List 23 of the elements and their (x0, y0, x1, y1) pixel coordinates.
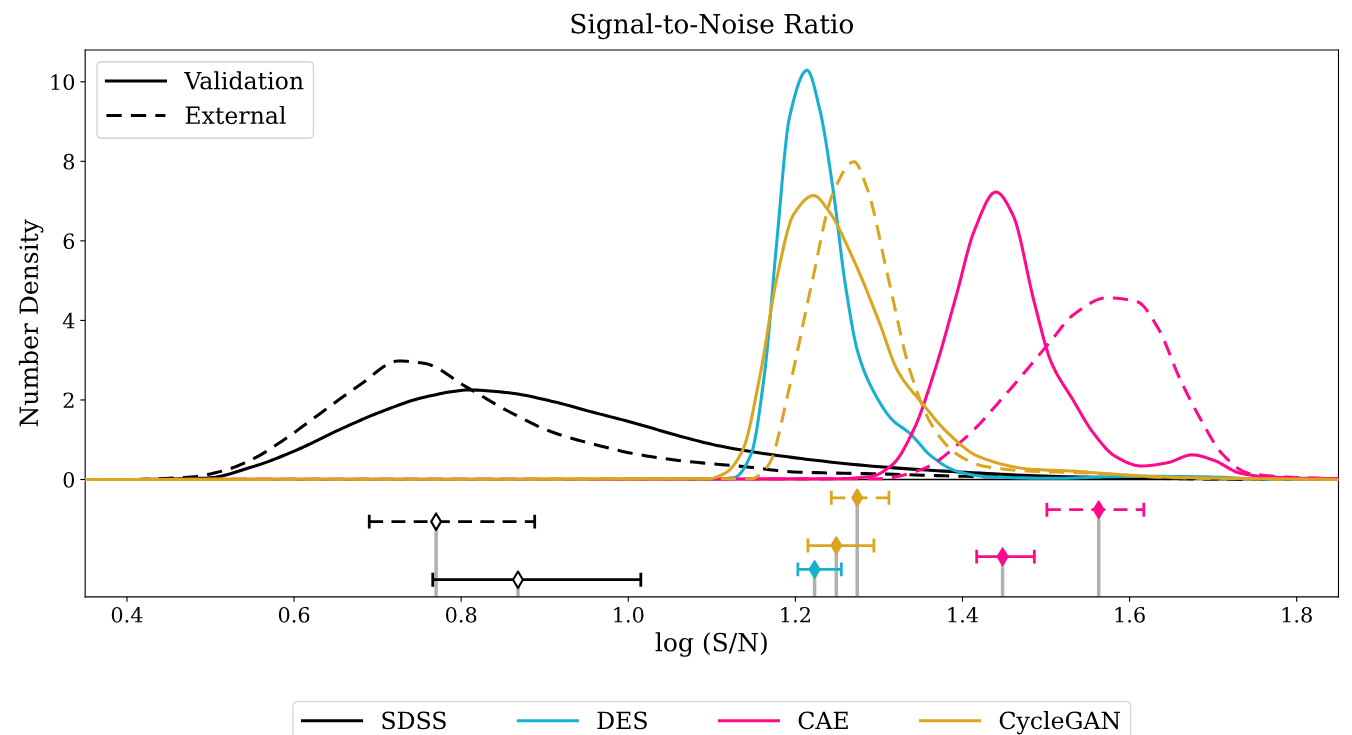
x-tick-label: 1.2 (781, 606, 810, 623)
x-tick-label: 0.4 (111, 606, 143, 623)
y-tick-label: 10 (51, 74, 75, 91)
legend-label: CycleGAN (999, 711, 1121, 735)
legend-label: CAE (798, 711, 848, 730)
y-axis-title: Number Density (18, 219, 44, 427)
annotation: External (185, 105, 286, 125)
x-axis-title: log (S/N) (655, 632, 767, 657)
x-tick-label: 1.0 (614, 606, 644, 623)
y-tick-label: 2 (63, 392, 74, 408)
x-tick-label: 0.8 (445, 606, 477, 623)
y-tick-label: 8 (63, 153, 75, 170)
annotation: Validation (184, 71, 304, 90)
y-tick-label: 6 (63, 233, 75, 250)
y-tick-label: 4 (62, 312, 75, 329)
legend-label: SDSS (382, 711, 446, 730)
x-tick-label: 1.8 (1282, 606, 1312, 623)
y-tick-label: 0 (63, 471, 75, 488)
x-tick-label: 0.6 (278, 606, 310, 623)
legend-label: DES (597, 711, 647, 730)
x-tick-label: 1.6 (1115, 606, 1145, 623)
x-tick-label: 1.4 (948, 606, 979, 623)
chart-title: Signal-to-Noise Ratio (571, 13, 853, 40)
